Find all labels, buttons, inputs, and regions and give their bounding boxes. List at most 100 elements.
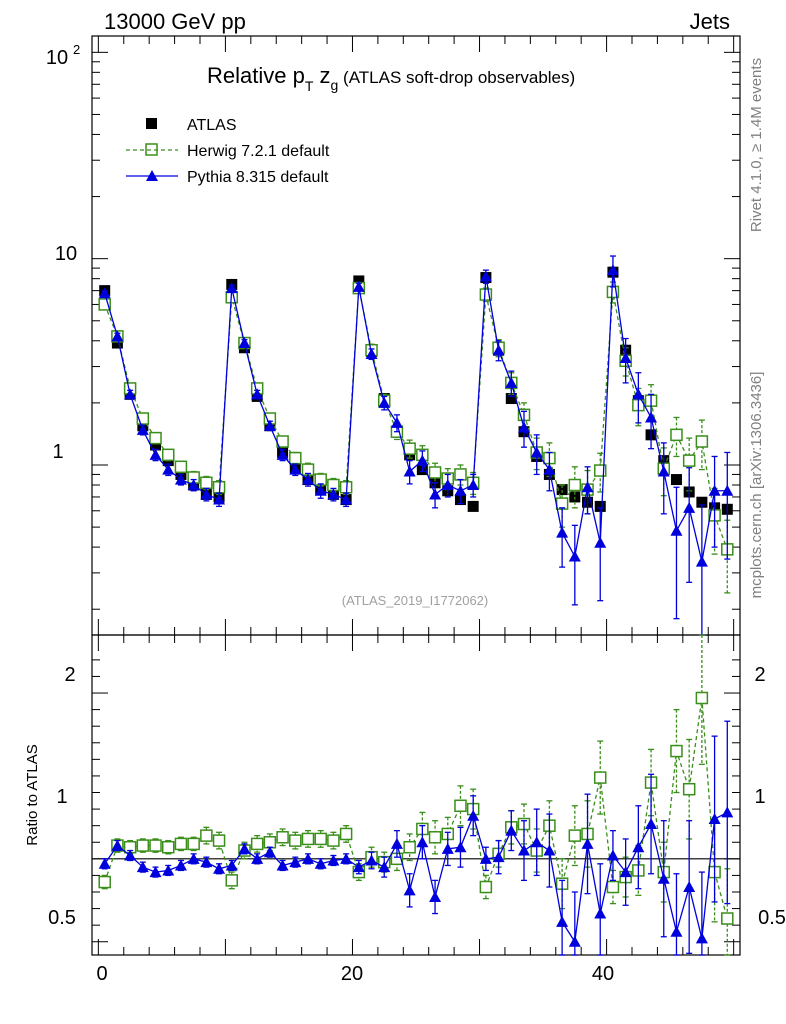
ratio-tick-label-0-5: 0.5 [48,907,76,929]
pythia-ratio-point [416,836,429,848]
plot-title: Relative pT zg (ATLAS soft-drop observab… [207,63,575,94]
pythia-ratio-point [365,854,378,866]
x-tick-label-40: 40 [592,963,614,985]
pythia-ratio-point [632,841,645,853]
herwig-ratio-point [187,837,200,851]
pythia-line [104,270,728,562]
pythia-point [124,388,137,400]
pythia-ratio-point [302,852,314,864]
pythia-ratio-point [276,859,289,871]
herwig-ratio-point [225,874,239,887]
pythia-point [505,376,518,388]
herwig-point [593,464,607,477]
legend-atlas-label: ATLAS [187,117,237,134]
pythia-ratio-point [695,932,708,944]
pythia-point [162,463,175,475]
pythia-point [390,416,403,428]
pythia-ratio-point [225,859,238,871]
pythia-point [429,488,442,500]
herwig-ratio-point [263,836,277,849]
pythia-point [708,484,721,496]
herwig-ratio-point [606,880,620,894]
atlas-point [594,500,606,512]
pythia-ratio-point [556,915,569,927]
pythia-point [619,352,632,364]
title-main: Relative p [207,63,305,88]
energy-label: 13000 GeV pp [104,9,246,34]
y-tick-label-100-base: 10 [46,47,68,69]
pythia-ratio-point [606,849,619,861]
legend-pythia-label: Pythia 8.315 default [187,169,329,186]
legend-herwig-marker [145,143,158,156]
pythia-point [378,396,391,408]
herwig-ratio-point [200,829,213,842]
pythia-ratio-point [327,854,340,866]
herwig-ratio-point [136,839,150,852]
herwig-ratio-point [327,834,340,847]
herwig-point [682,454,696,467]
pythia-point [327,488,340,500]
ratio-plot-frame [91,634,741,956]
herwig-ratio-point [212,834,226,847]
y-tick-label-10: 10 [55,243,77,265]
y-tick-label-1: 1 [52,441,63,463]
y-tick-label-100-exponent: 2 [73,42,80,57]
pythia-point [556,526,569,538]
pythia-ratio-point [505,824,518,836]
herwig-ratio-point [682,782,696,796]
atlas-point [670,474,682,486]
process-label: Jets [690,9,730,34]
atlas-point [467,500,479,512]
pythia-ratio-point [263,846,276,858]
title-sub-t: T [305,78,314,94]
pythia-ratio-point [530,836,543,848]
pythia-ratio-point [403,884,416,896]
analysis-id-label: (ATLAS_2019_I1772062) [342,593,488,608]
pythia-ratio-line [104,811,728,944]
pythia-ratio-point [721,806,734,818]
pythia-ratio-point [670,925,683,937]
pythia-point [670,524,683,536]
pythia-ratio-point [543,844,556,856]
title-z: z [313,63,330,88]
pythia-ratio-point [645,818,658,830]
herwig-point [149,431,162,445]
herwig-point [568,478,582,492]
pythia-point [225,282,238,294]
pythia-point [416,454,429,466]
herwig-point [200,476,213,490]
herwig-ratio-point [301,832,315,846]
herwig-ratio-point [339,827,353,841]
pythia-point [302,473,314,485]
atlas-point [556,484,568,496]
pythia-ratio-point [174,859,187,871]
herwig-ratio-point [454,799,467,813]
pythia-point [568,550,581,562]
pythia-ratio-point [340,852,353,864]
herwig-ratio-point [149,839,162,852]
pythia-point [263,419,276,431]
herwig-ratio-point [695,691,709,705]
pythia-ratio-point [200,856,213,868]
pythia-point [149,448,162,460]
ratio-tick-label-1: 1 [56,786,67,808]
pythia-ratio-point [251,852,264,864]
pythia-ratio-point [581,837,594,849]
herwig-ratio-point [98,875,111,889]
axis-ticks [92,36,740,955]
pythia-ratio-point [390,837,403,849]
pythia-point [492,344,505,356]
ratio-tick-label-0-5-right: 0.5 [758,907,786,929]
pythia-ratio-point [238,842,251,854]
herwig-ratio-point [721,912,734,925]
pythia-ratio-point [518,844,530,856]
pythia-point [251,388,264,400]
pythia-ratio-point [187,852,200,864]
pythia-point [365,348,378,360]
pythia-ratio-point [492,851,505,863]
herwig-ratio-line [104,697,728,919]
herwig-point [98,298,111,311]
herwig-ratio-point [670,744,683,758]
herwig-point [174,460,188,474]
x-tick-label-0: 0 [96,963,107,985]
